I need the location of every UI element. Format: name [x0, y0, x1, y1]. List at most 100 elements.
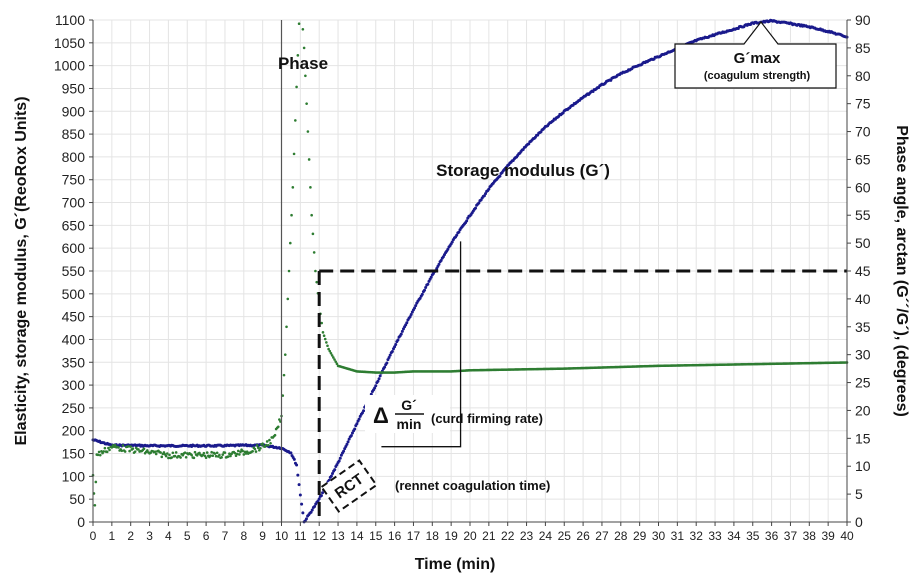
data-point: [121, 444, 125, 447]
data-point: [345, 442, 349, 446]
y-tick-label-right: 80: [855, 68, 871, 84]
data-point: [228, 452, 231, 456]
data-point: [355, 422, 359, 426]
data-point: [117, 446, 120, 449]
data-point: [394, 342, 398, 346]
y-tick-label-left: 750: [62, 172, 86, 188]
y-tick-label-right: 70: [855, 124, 871, 140]
y-tick-label-right: 35: [855, 319, 871, 335]
y-tick-label-right: 60: [855, 179, 871, 195]
y-tick-label-right: 45: [855, 263, 871, 279]
data-point: [374, 384, 378, 388]
data-point: [323, 337, 327, 341]
data-point: [171, 451, 175, 455]
x-tick-label: 34: [727, 529, 741, 543]
firming-rate-label: Δ G´ min: [365, 395, 450, 433]
y-tick-label-left: 550: [62, 263, 86, 279]
data-point: [254, 450, 258, 453]
data-point: [268, 438, 271, 442]
data-point: [93, 503, 97, 507]
data-point: [337, 459, 341, 463]
y-tick-label-left: 900: [62, 103, 86, 119]
rct-marker: RCT: [320, 459, 378, 513]
x-tick-label: 21: [482, 529, 496, 543]
x-tick-label: 35: [746, 529, 760, 543]
x-tick-label: 0: [90, 529, 97, 543]
y-tick-label-right: 65: [855, 151, 871, 167]
gmax-subtitle: (coagulum strength): [704, 70, 811, 82]
data-point: [154, 452, 158, 456]
data-point: [304, 517, 308, 521]
data-point: [123, 450, 127, 453]
y-tick-label-left: 300: [62, 377, 86, 393]
data-point: [204, 456, 208, 460]
data-point: [304, 74, 307, 78]
data-point: [162, 451, 166, 454]
data-point: [251, 449, 254, 453]
y-axis-right-title: Phase angle, arctan (G´´/G´), (degrees): [893, 125, 910, 417]
data-point: [349, 434, 353, 438]
data-point: [377, 377, 381, 381]
x-tick-label: 16: [388, 529, 402, 543]
y-tick-label-left: 250: [62, 400, 86, 416]
x-tick-label: 2: [127, 529, 134, 543]
y-tick-label-right: 0: [855, 514, 863, 530]
data-point: [298, 493, 302, 497]
data-point: [94, 480, 98, 484]
data-point: [388, 353, 392, 357]
data-point: [408, 315, 412, 319]
y-tick-label-right: 90: [855, 12, 871, 28]
x-tick-label: 36: [765, 529, 779, 543]
y-tick-label-left: 1050: [54, 35, 85, 51]
data-point: [347, 437, 351, 441]
data-point: [282, 373, 286, 377]
data-point: [256, 446, 260, 450]
data-point: [310, 213, 313, 217]
data-point: [201, 453, 205, 457]
y-tick-label-left: 150: [62, 446, 86, 462]
data-point: [255, 444, 259, 447]
data-point: [296, 54, 300, 57]
data-point: [159, 451, 162, 454]
data-point: [437, 262, 441, 266]
data-point: [283, 353, 287, 356]
data-point: [307, 158, 311, 161]
data-point: [276, 425, 280, 429]
data-point: [331, 472, 335, 476]
storage-modulus-label: Storage modulus (G´): [436, 161, 610, 180]
data-point: [329, 351, 333, 355]
x-tick-label: 39: [821, 529, 835, 543]
data-point: [278, 418, 281, 421]
data-point: [383, 365, 387, 369]
y-tick-label-right: 50: [855, 235, 871, 251]
data-point: [315, 280, 318, 284]
y-tick-label-right: 5: [855, 486, 863, 502]
data-point: [353, 427, 357, 431]
data-point: [211, 454, 215, 458]
data-point: [294, 119, 297, 122]
x-tick-label: 4: [165, 529, 172, 543]
data-point: [474, 206, 478, 210]
data-point: [429, 275, 433, 279]
data-point: [484, 192, 488, 196]
data-point: [218, 453, 221, 457]
data-point: [385, 361, 389, 365]
data-point: [414, 304, 418, 308]
data-point: [209, 454, 212, 457]
y-tick-label-right: 40: [855, 291, 871, 307]
x-tick-label: 32: [690, 529, 704, 543]
data-point: [183, 451, 187, 454]
data-point: [133, 450, 137, 453]
y-tick-label-left: 500: [62, 286, 86, 302]
phase-label: Phase: [278, 54, 328, 73]
data-point: [297, 483, 301, 487]
data-point: [174, 451, 178, 454]
data-point: [335, 362, 339, 366]
tick-labels: 0 1 2 3 4 5 6 7 8 9 10 11 12 13 14 15 16 17 18 19 20 21 22 23 24…: [54, 12, 871, 543]
data-point: [229, 454, 232, 458]
data-point: [301, 27, 305, 31]
data-point: [393, 345, 397, 349]
data-point: [110, 446, 114, 449]
data-point: [342, 449, 346, 453]
y-tick-label-right: 85: [855, 40, 871, 56]
